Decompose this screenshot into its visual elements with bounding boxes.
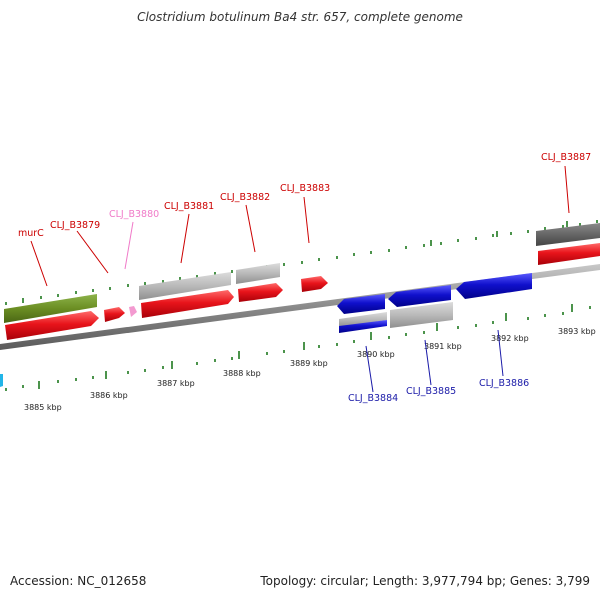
- cds-b3881-gray[interactable]: [139, 272, 231, 300]
- kbp-label: 3893 kbp: [558, 327, 596, 336]
- label-b3880: CLJ_B3880: [109, 209, 159, 220]
- cds-b3880[interactable]: [129, 306, 137, 317]
- kbp-label: 3889 kbp: [290, 359, 328, 368]
- upper-kbp-labels: 3886 kbp 3887 kbp 3888 kbp 3889 kbp 3890…: [24, 327, 596, 412]
- cds-b3881[interactable]: [141, 290, 234, 318]
- cds-b3882-gray[interactable]: [236, 263, 280, 284]
- cds-b3882[interactable]: [238, 283, 283, 302]
- label-leaders: [30, 165, 570, 393]
- gene-labels: murC CLJ_B3879 CLJ_B3880 CLJ_B3881 CLJ_B…: [18, 152, 591, 404]
- cds-b3887-dark[interactable]: [536, 223, 600, 246]
- accession-text: Accession: NC_012658: [10, 574, 147, 588]
- genome-title: Clostridium botulinum Ba4 str. 657, comp…: [137, 10, 463, 24]
- cds-b3884[interactable]: [337, 294, 385, 314]
- label-b3884: CLJ_B3884: [348, 393, 398, 404]
- kbp-label: 3885 kbp: [24, 403, 62, 412]
- label-b3886: CLJ_B3886: [479, 378, 529, 389]
- label-b3883: CLJ_B3883: [280, 183, 330, 194]
- cds-b3884-gray[interactable]: [339, 312, 387, 327]
- genome-stats-text: Topology: circular; Length: 3,977,794 bp…: [260, 574, 590, 588]
- lower-ruler: [5, 304, 591, 391]
- kbp-label: 3891 kbp: [424, 342, 462, 351]
- label-b3882: CLJ_B3882: [220, 192, 270, 203]
- cyan-cds[interactable]: [0, 374, 3, 387]
- kbp-label: 3892 kbp: [491, 334, 529, 343]
- kbp-label: 3887 kbp: [157, 379, 195, 388]
- gene-murC[interactable]: [4, 294, 97, 323]
- cds-b3885[interactable]: [388, 285, 451, 307]
- cds-b3879[interactable]: [104, 307, 125, 322]
- kbp-label: 3890 kbp: [357, 350, 395, 359]
- label-murC: murC: [18, 228, 44, 239]
- label-b3887: CLJ_B3887: [541, 152, 591, 163]
- cds-murC-red[interactable]: [5, 311, 99, 340]
- cds-b3886[interactable]: [456, 273, 532, 299]
- label-b3879: CLJ_B3879: [50, 220, 100, 231]
- label-b3885: CLJ_B3885: [406, 386, 456, 397]
- cds-b3884-blue-lower[interactable]: [339, 320, 387, 333]
- kbp-label: 3886 kbp: [90, 391, 128, 400]
- label-b3881: CLJ_B3881: [164, 201, 214, 212]
- cds-b3885-gray[interactable]: [390, 302, 453, 328]
- cds-b3883[interactable]: [301, 276, 328, 292]
- kbp-label: 3888 kbp: [223, 369, 261, 378]
- cds-b3887[interactable]: [538, 243, 600, 265]
- gene-features[interactable]: [0, 223, 600, 387]
